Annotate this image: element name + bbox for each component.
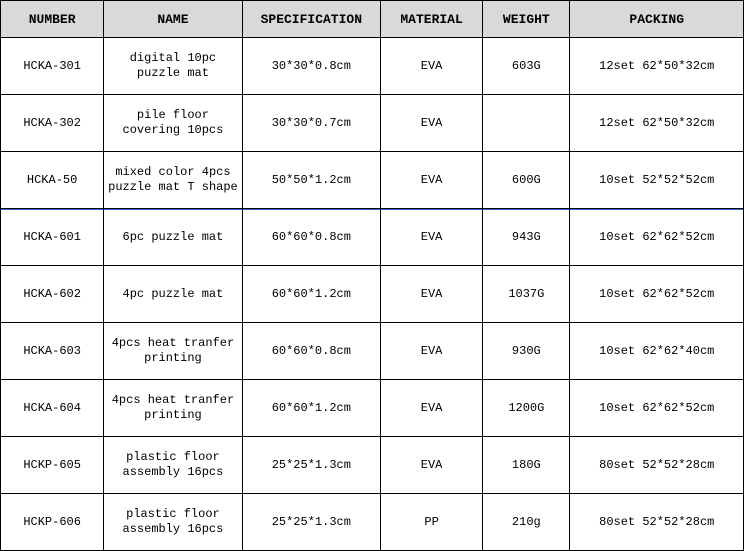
table-body: HCKA-301 digital 10pc puzzle mat 30*30*0… xyxy=(1,38,744,551)
col-header-material: MATERIAL xyxy=(381,1,483,38)
cell-spec: 25*25*1.3cm xyxy=(242,494,380,551)
cell-packing: 80set 52*52*28cm xyxy=(570,437,744,494)
table-row[interactable]: HCKA-301 digital 10pc puzzle mat 30*30*0… xyxy=(1,38,744,95)
table-row[interactable]: HCKA-603 4pcs heat tranfer printing 60*6… xyxy=(1,323,744,380)
cell-weight: 603G xyxy=(483,38,570,95)
cell-name: 4pcs heat tranfer printing xyxy=(104,323,242,380)
cell-number: HCKA-604 xyxy=(1,380,104,437)
cell-number: HCKA-603 xyxy=(1,323,104,380)
cell-material: EVA xyxy=(381,323,483,380)
cell-number: HCKA-602 xyxy=(1,266,104,323)
cell-packing: 12set 62*50*32cm xyxy=(570,95,744,152)
cell-spec: 30*30*0.8cm xyxy=(242,38,380,95)
cell-material: EVA xyxy=(381,38,483,95)
table-header-row: NUMBER NAME SPECIFICATION MATERIAL WEIGH… xyxy=(1,1,744,38)
cell-spec: 25*25*1.3cm xyxy=(242,437,380,494)
cell-material: EVA xyxy=(381,95,483,152)
cell-weight: 210g xyxy=(483,494,570,551)
cell-packing: 12set 62*50*32cm xyxy=(570,38,744,95)
cell-number: HCKP-605 xyxy=(1,437,104,494)
cell-weight: 600G xyxy=(483,152,570,209)
cell-weight: 180G xyxy=(483,437,570,494)
cell-packing: 10set 62*62*40cm xyxy=(570,323,744,380)
table-row[interactable]: HCKP-605 plastic floor assembly 16pcs 25… xyxy=(1,437,744,494)
cell-name: 6pc puzzle mat xyxy=(104,209,242,266)
table-row[interactable]: HCKA-604 4pcs heat tranfer printing 60*6… xyxy=(1,380,744,437)
cell-name: plastic floor assembly 16pcs xyxy=(104,437,242,494)
cell-spec: 60*60*1.2cm xyxy=(242,266,380,323)
cell-packing: 80set 52*52*28cm xyxy=(570,494,744,551)
cell-material: EVA xyxy=(381,266,483,323)
col-header-number: NUMBER xyxy=(1,1,104,38)
cell-spec: 60*60*1.2cm xyxy=(242,380,380,437)
cell-spec: 50*50*1.2cm xyxy=(242,152,380,209)
cell-packing: 10set 62*62*52cm xyxy=(570,209,744,266)
cell-material: EVA xyxy=(381,437,483,494)
table-row[interactable]: HCKA-602 4pc puzzle mat 60*60*1.2cm EVA … xyxy=(1,266,744,323)
cell-material: EVA xyxy=(381,380,483,437)
cell-number: HCKA-50 xyxy=(1,152,104,209)
cell-name: 4pcs heat tranfer printing xyxy=(104,380,242,437)
cell-packing: 10set 52*52*52cm xyxy=(570,152,744,209)
cell-number: HCKP-606 xyxy=(1,494,104,551)
product-table: NUMBER NAME SPECIFICATION MATERIAL WEIGH… xyxy=(0,0,744,551)
cell-material: PP xyxy=(381,494,483,551)
cell-spec: 60*60*0.8cm xyxy=(242,209,380,266)
col-header-packing: PACKING xyxy=(570,1,744,38)
cell-weight xyxy=(483,95,570,152)
cell-weight: 1200G xyxy=(483,380,570,437)
col-header-name: NAME xyxy=(104,1,242,38)
cell-name: pile floor covering 10pcs xyxy=(104,95,242,152)
table-row[interactable]: HCKA-50 mixed color 4pcs puzzle mat T sh… xyxy=(1,152,744,209)
cell-number: HCKA-302 xyxy=(1,95,104,152)
cell-material: EVA xyxy=(381,152,483,209)
cell-number: HCKA-601 xyxy=(1,209,104,266)
table-row[interactable]: HCKP-606 plastic floor assembly 16pcs 25… xyxy=(1,494,744,551)
cell-material: EVA xyxy=(381,209,483,266)
col-header-spec: SPECIFICATION xyxy=(242,1,380,38)
col-header-weight: WEIGHT xyxy=(483,1,570,38)
cell-packing: 10set 62*62*52cm xyxy=(570,266,744,323)
cell-weight: 943G xyxy=(483,209,570,266)
cell-spec: 60*60*0.8cm xyxy=(242,323,380,380)
cell-weight: 1037G xyxy=(483,266,570,323)
cell-packing: 10set 62*62*52cm xyxy=(570,380,744,437)
cell-name: mixed color 4pcs puzzle mat T shape xyxy=(104,152,242,209)
cell-name: 4pc puzzle mat xyxy=(104,266,242,323)
cell-name: plastic floor assembly 16pcs xyxy=(104,494,242,551)
cell-name: digital 10pc puzzle mat xyxy=(104,38,242,95)
table-row[interactable]: HCKA-601 6pc puzzle mat 60*60*0.8cm EVA … xyxy=(1,209,744,266)
table-row[interactable]: HCKA-302 pile floor covering 10pcs 30*30… xyxy=(1,95,744,152)
cell-weight: 930G xyxy=(483,323,570,380)
cell-spec: 30*30*0.7cm xyxy=(242,95,380,152)
cell-number: HCKA-301 xyxy=(1,38,104,95)
